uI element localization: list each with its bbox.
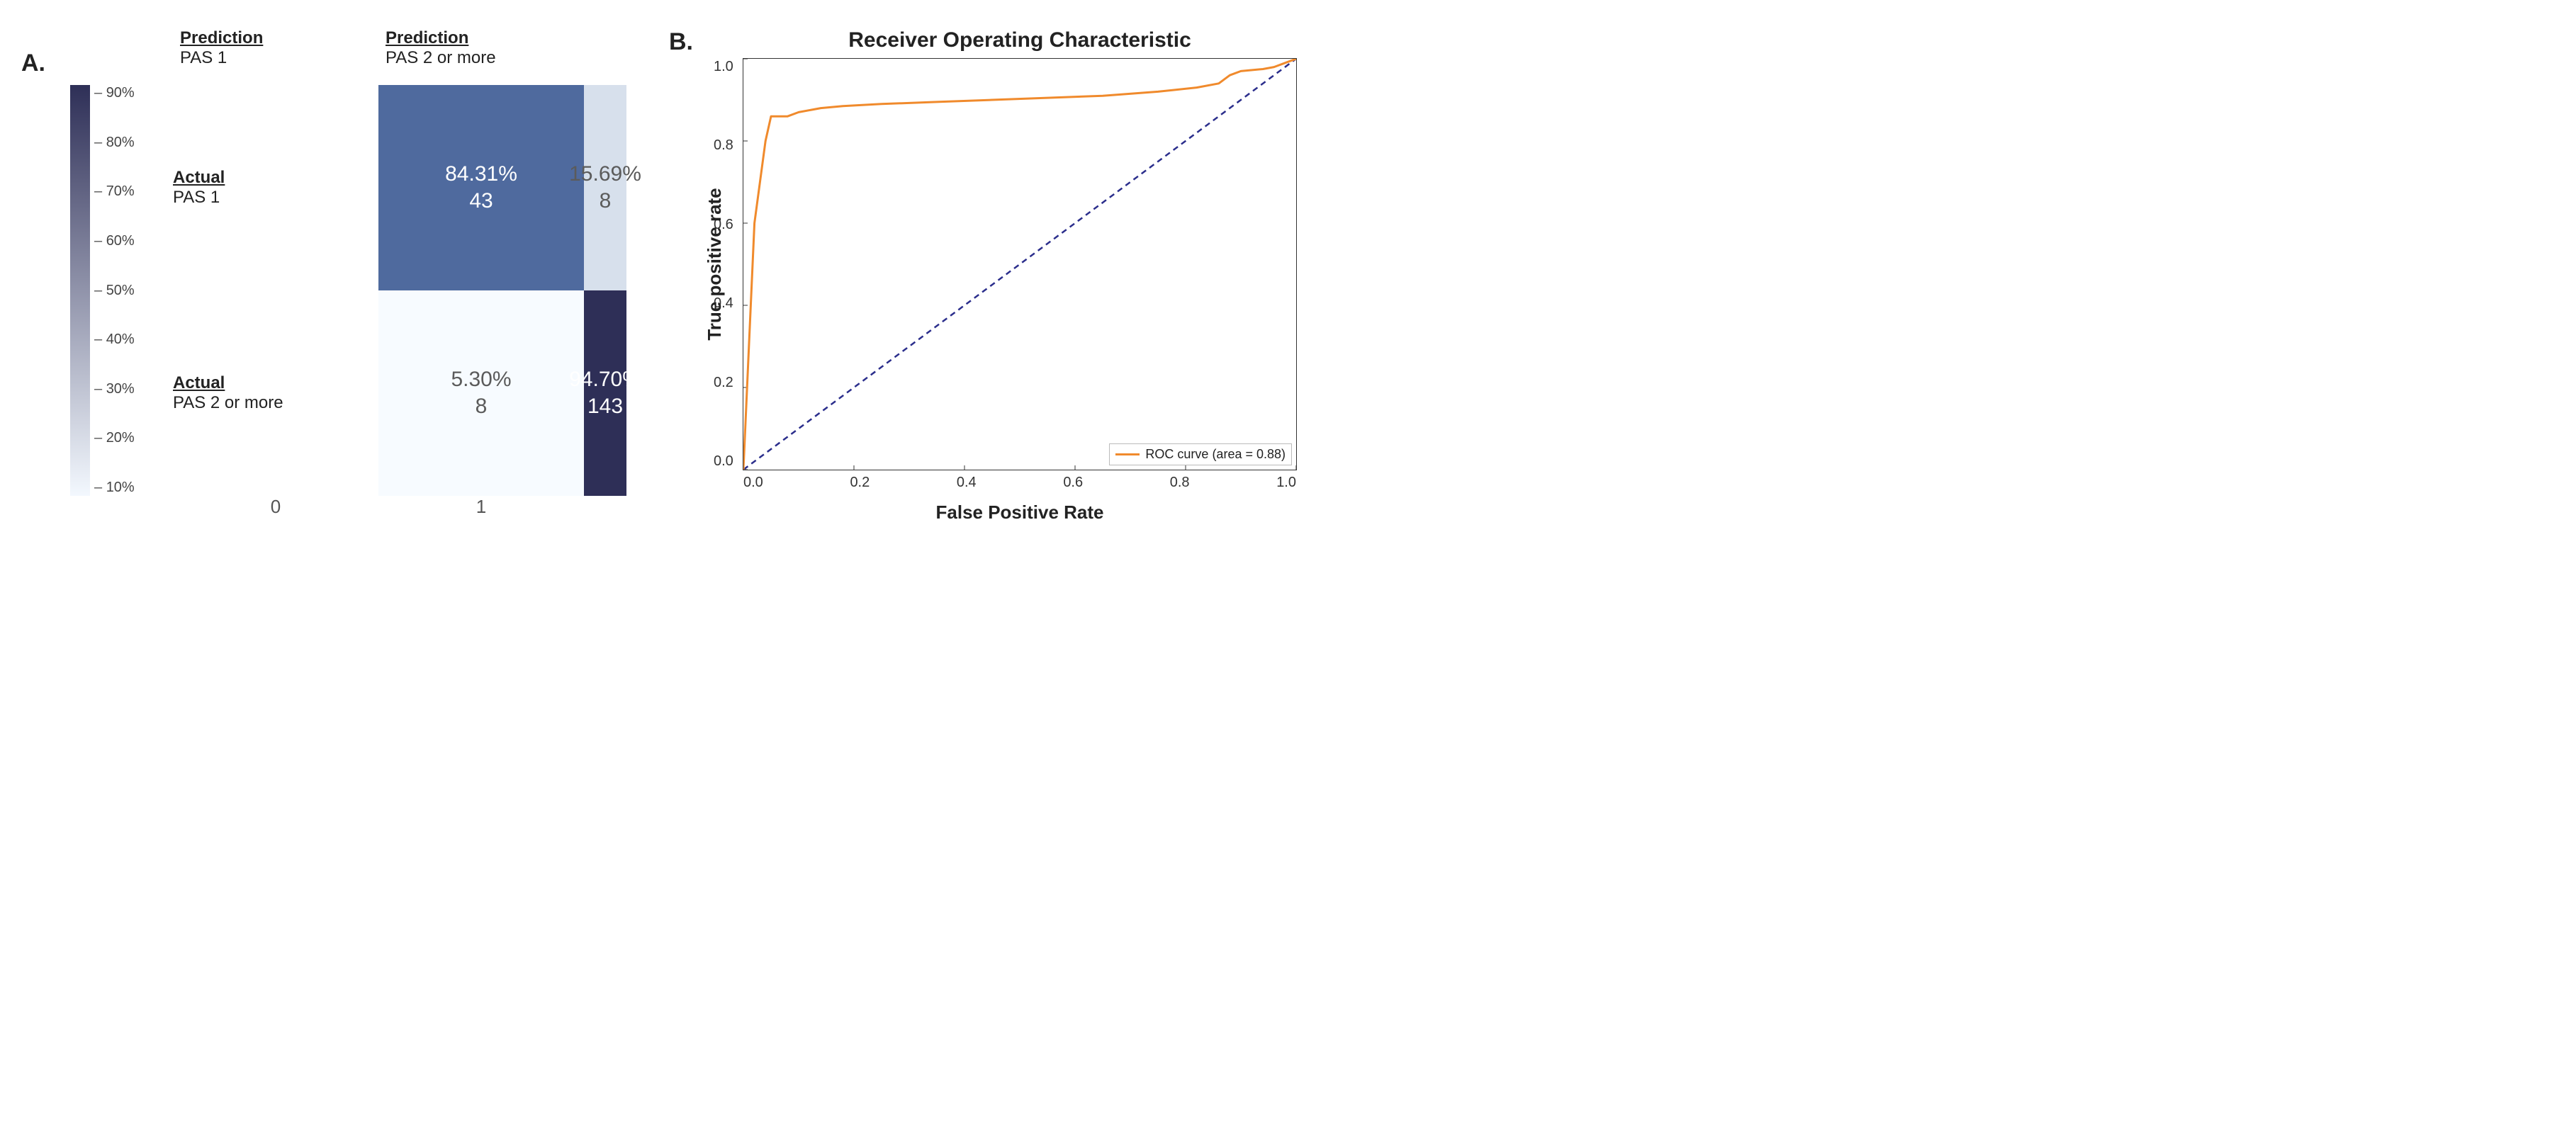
colorbar-ticks: 90%80%70%60%50%40%30%20%10%: [94, 85, 135, 496]
colorbar: 90%80%70%60%50%40%30%20%10%: [70, 85, 173, 496]
legend-label: ROC curve (area = 0.88): [1145, 447, 1286, 462]
row-header-0: Actual PAS 1: [173, 85, 378, 290]
panel-b: B. Receiver Operating Characteristic 1.0…: [669, 28, 1297, 523]
cm-xaxis-0: 0: [173, 496, 378, 531]
roc-svg: [743, 59, 1296, 470]
roc-ylabel: True positive rate: [704, 188, 726, 340]
colorbar-gradient: [70, 85, 90, 496]
roc-xticks: 0.00.20.40.60.81.0: [743, 475, 1296, 491]
roc-plot-area: 1.00.80.60.40.20.0 0.00.20.40.60.81.0 RO…: [743, 58, 1297, 470]
cm-cell-01: 15.69% 8: [584, 85, 626, 290]
roc-legend: ROC curve (area = 0.88): [1109, 443, 1292, 465]
cm-cell-10: 5.30% 8: [378, 290, 584, 496]
confusion-matrix: Prediction PAS 1 Prediction PAS 2 or mor…: [52, 28, 626, 531]
panel-b-label: B.: [669, 28, 693, 56]
col-header-1: Prediction PAS 2 or more: [378, 28, 584, 85]
col-header-0: Prediction PAS 1: [173, 28, 378, 85]
cm-xaxis-1: 1: [378, 496, 584, 531]
cm-cell-00: 84.31% 43: [378, 85, 584, 290]
roc-title: Receiver Operating Characteristic: [743, 28, 1297, 52]
roc-xlabel: False Positive Rate: [743, 502, 1297, 523]
panel-a-label: A.: [21, 50, 45, 77]
cm-cell-11: 94.70% 143: [584, 290, 626, 496]
roc-chart: Receiver Operating Characteristic 1.00.8…: [743, 28, 1297, 523]
row-header-1: Actual PAS 2 or more: [173, 290, 378, 496]
panel-a: A. Prediction PAS 1 Prediction PAS 2 or …: [21, 28, 626, 531]
legend-swatch: [1115, 453, 1140, 455]
